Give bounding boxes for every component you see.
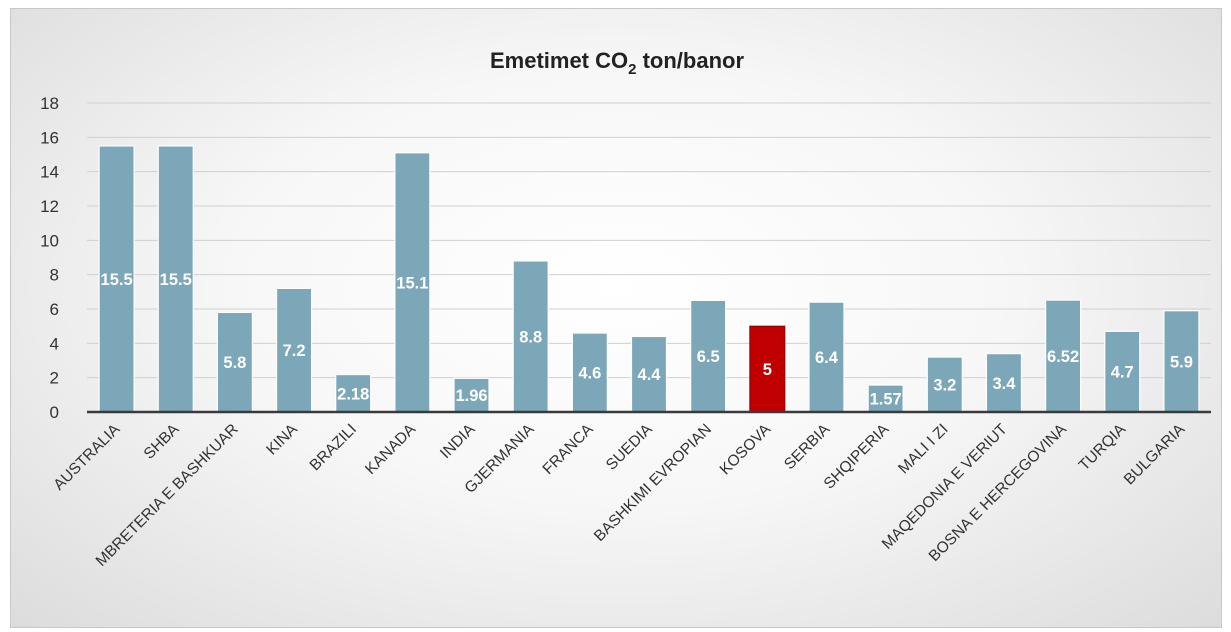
value-label: 5.9	[1170, 353, 1193, 371]
bar-bashkimi-evropian	[690, 299, 727, 413]
category-label: SHBA	[141, 420, 183, 462]
chart-title-subscript: 2	[628, 61, 636, 78]
y-tick-label: 12	[40, 197, 59, 216]
value-label: 4.6	[578, 365, 601, 383]
bars	[98, 145, 1200, 413]
y-tick-label: 0	[50, 403, 59, 422]
value-label: 5.8	[223, 354, 246, 372]
y-tick-label: 10	[40, 231, 59, 250]
value-label: 15.5	[160, 271, 192, 289]
value-label: 2.18	[337, 385, 369, 403]
category-label: SUEDIA	[603, 420, 656, 473]
value-label: 7.2	[283, 342, 306, 360]
bar-mali-i-zi	[926, 356, 963, 413]
y-tick-label: 18	[40, 94, 59, 113]
category-label: SERBIA	[781, 420, 834, 473]
bar-india	[453, 377, 490, 413]
bar-bulgaria	[1163, 310, 1200, 413]
category-label: BRAZILI	[307, 421, 360, 474]
chart-title: Emetimet CO2 ton/banor	[490, 48, 744, 78]
category-label: BASHKIMI EVROPIAN	[591, 421, 715, 545]
category-label: KANADA	[362, 420, 420, 478]
category-label: KINA	[263, 420, 301, 458]
value-label: 4.7	[1111, 364, 1134, 382]
chart-title-suffix: ton/banor	[636, 48, 744, 73]
category-label: FRANCA	[540, 420, 598, 478]
value-labels: 15.5 15.5 5.8 7.2 2.18 15.1 1.96 8.8 4.6 4.4 6.5 5 6…	[101, 271, 1193, 409]
category-label: AUSTRALIA	[50, 420, 123, 493]
bar-kanada	[394, 152, 431, 413]
bar-maqedonia-e-veriut	[985, 353, 1023, 413]
y-tick-label: 14	[40, 163, 59, 182]
category-label: TURQIA	[1076, 420, 1130, 474]
category-label: KOSOVA	[717, 420, 775, 478]
value-label: 1.96	[455, 387, 487, 405]
bar-bosna-e-hercegovina	[1045, 299, 1082, 413]
category-label: INDIA	[437, 420, 479, 462]
value-label: 1.57	[870, 391, 902, 409]
y-tick-label: 2	[50, 369, 59, 388]
y-tick-label: 8	[50, 266, 59, 285]
value-label: 8.8	[519, 328, 542, 346]
y-tick-label: 16	[40, 128, 59, 147]
bar-australia	[98, 145, 135, 413]
bar-serbia	[808, 301, 845, 413]
y-tick-label: 6	[50, 300, 59, 319]
value-label: 5	[763, 361, 772, 379]
value-label: 3.4	[992, 375, 1016, 393]
y-axis-ticks: 0 2 4 6 8 10 12 14 16 18	[40, 94, 59, 422]
value-label: 6.52	[1047, 348, 1079, 366]
value-label: 15.1	[396, 274, 428, 292]
bar-gjermania	[512, 260, 549, 413]
bar-kosova	[749, 325, 786, 413]
value-label: 6.5	[697, 348, 720, 366]
chart-title-main: Emetimet CO	[490, 48, 628, 73]
bar-franca	[571, 332, 608, 413]
value-label: 4.4	[638, 366, 662, 384]
bar-turqia	[1104, 330, 1141, 413]
value-label: 15.5	[101, 271, 133, 289]
chart-area: Emetimet CO2 ton/banor 0 2 4 6 8 10 12 14 16 18 1…	[10, 8, 1222, 628]
category-label: BULGARIA	[1121, 420, 1189, 488]
y-tick-label: 4	[50, 334, 59, 353]
value-label: 3.2	[933, 377, 956, 395]
bar-shqiperia	[867, 384, 904, 413]
category-label: MALI I ZI	[895, 421, 951, 477]
gridlines	[87, 102, 1211, 379]
value-label: 6.4	[815, 349, 839, 367]
